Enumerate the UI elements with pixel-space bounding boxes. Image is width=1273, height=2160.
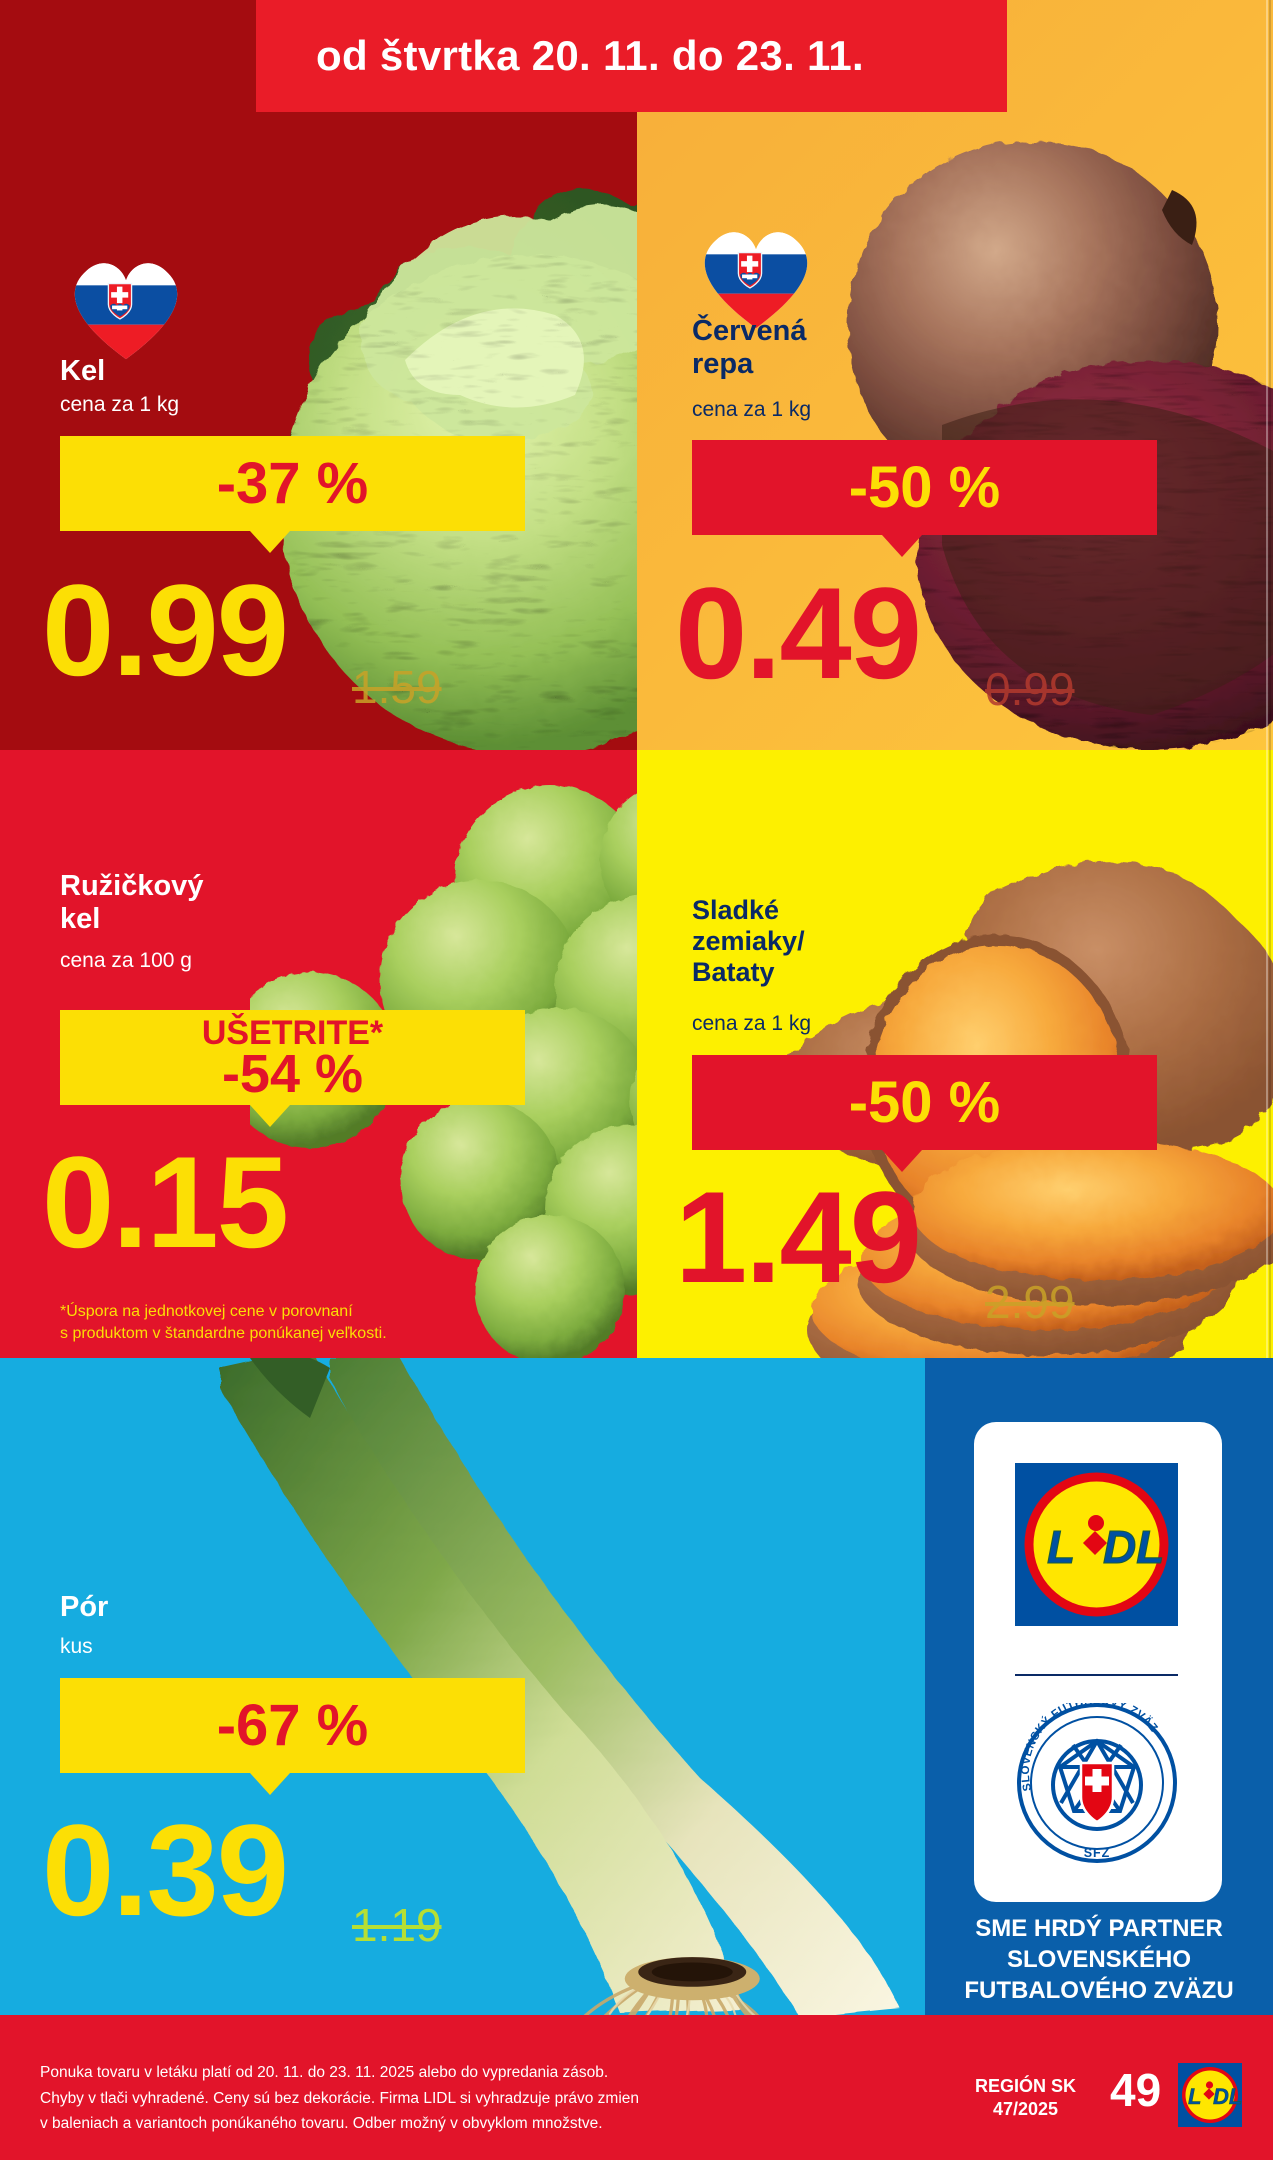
svg-text:L: L xyxy=(1047,1521,1075,1573)
svg-text:L: L xyxy=(1188,2084,1201,2109)
svg-text:SFZ: SFZ xyxy=(1084,1846,1111,1860)
svg-text:DL: DL xyxy=(1213,2084,1242,2109)
svg-text:DL: DL xyxy=(1103,1521,1164,1573)
